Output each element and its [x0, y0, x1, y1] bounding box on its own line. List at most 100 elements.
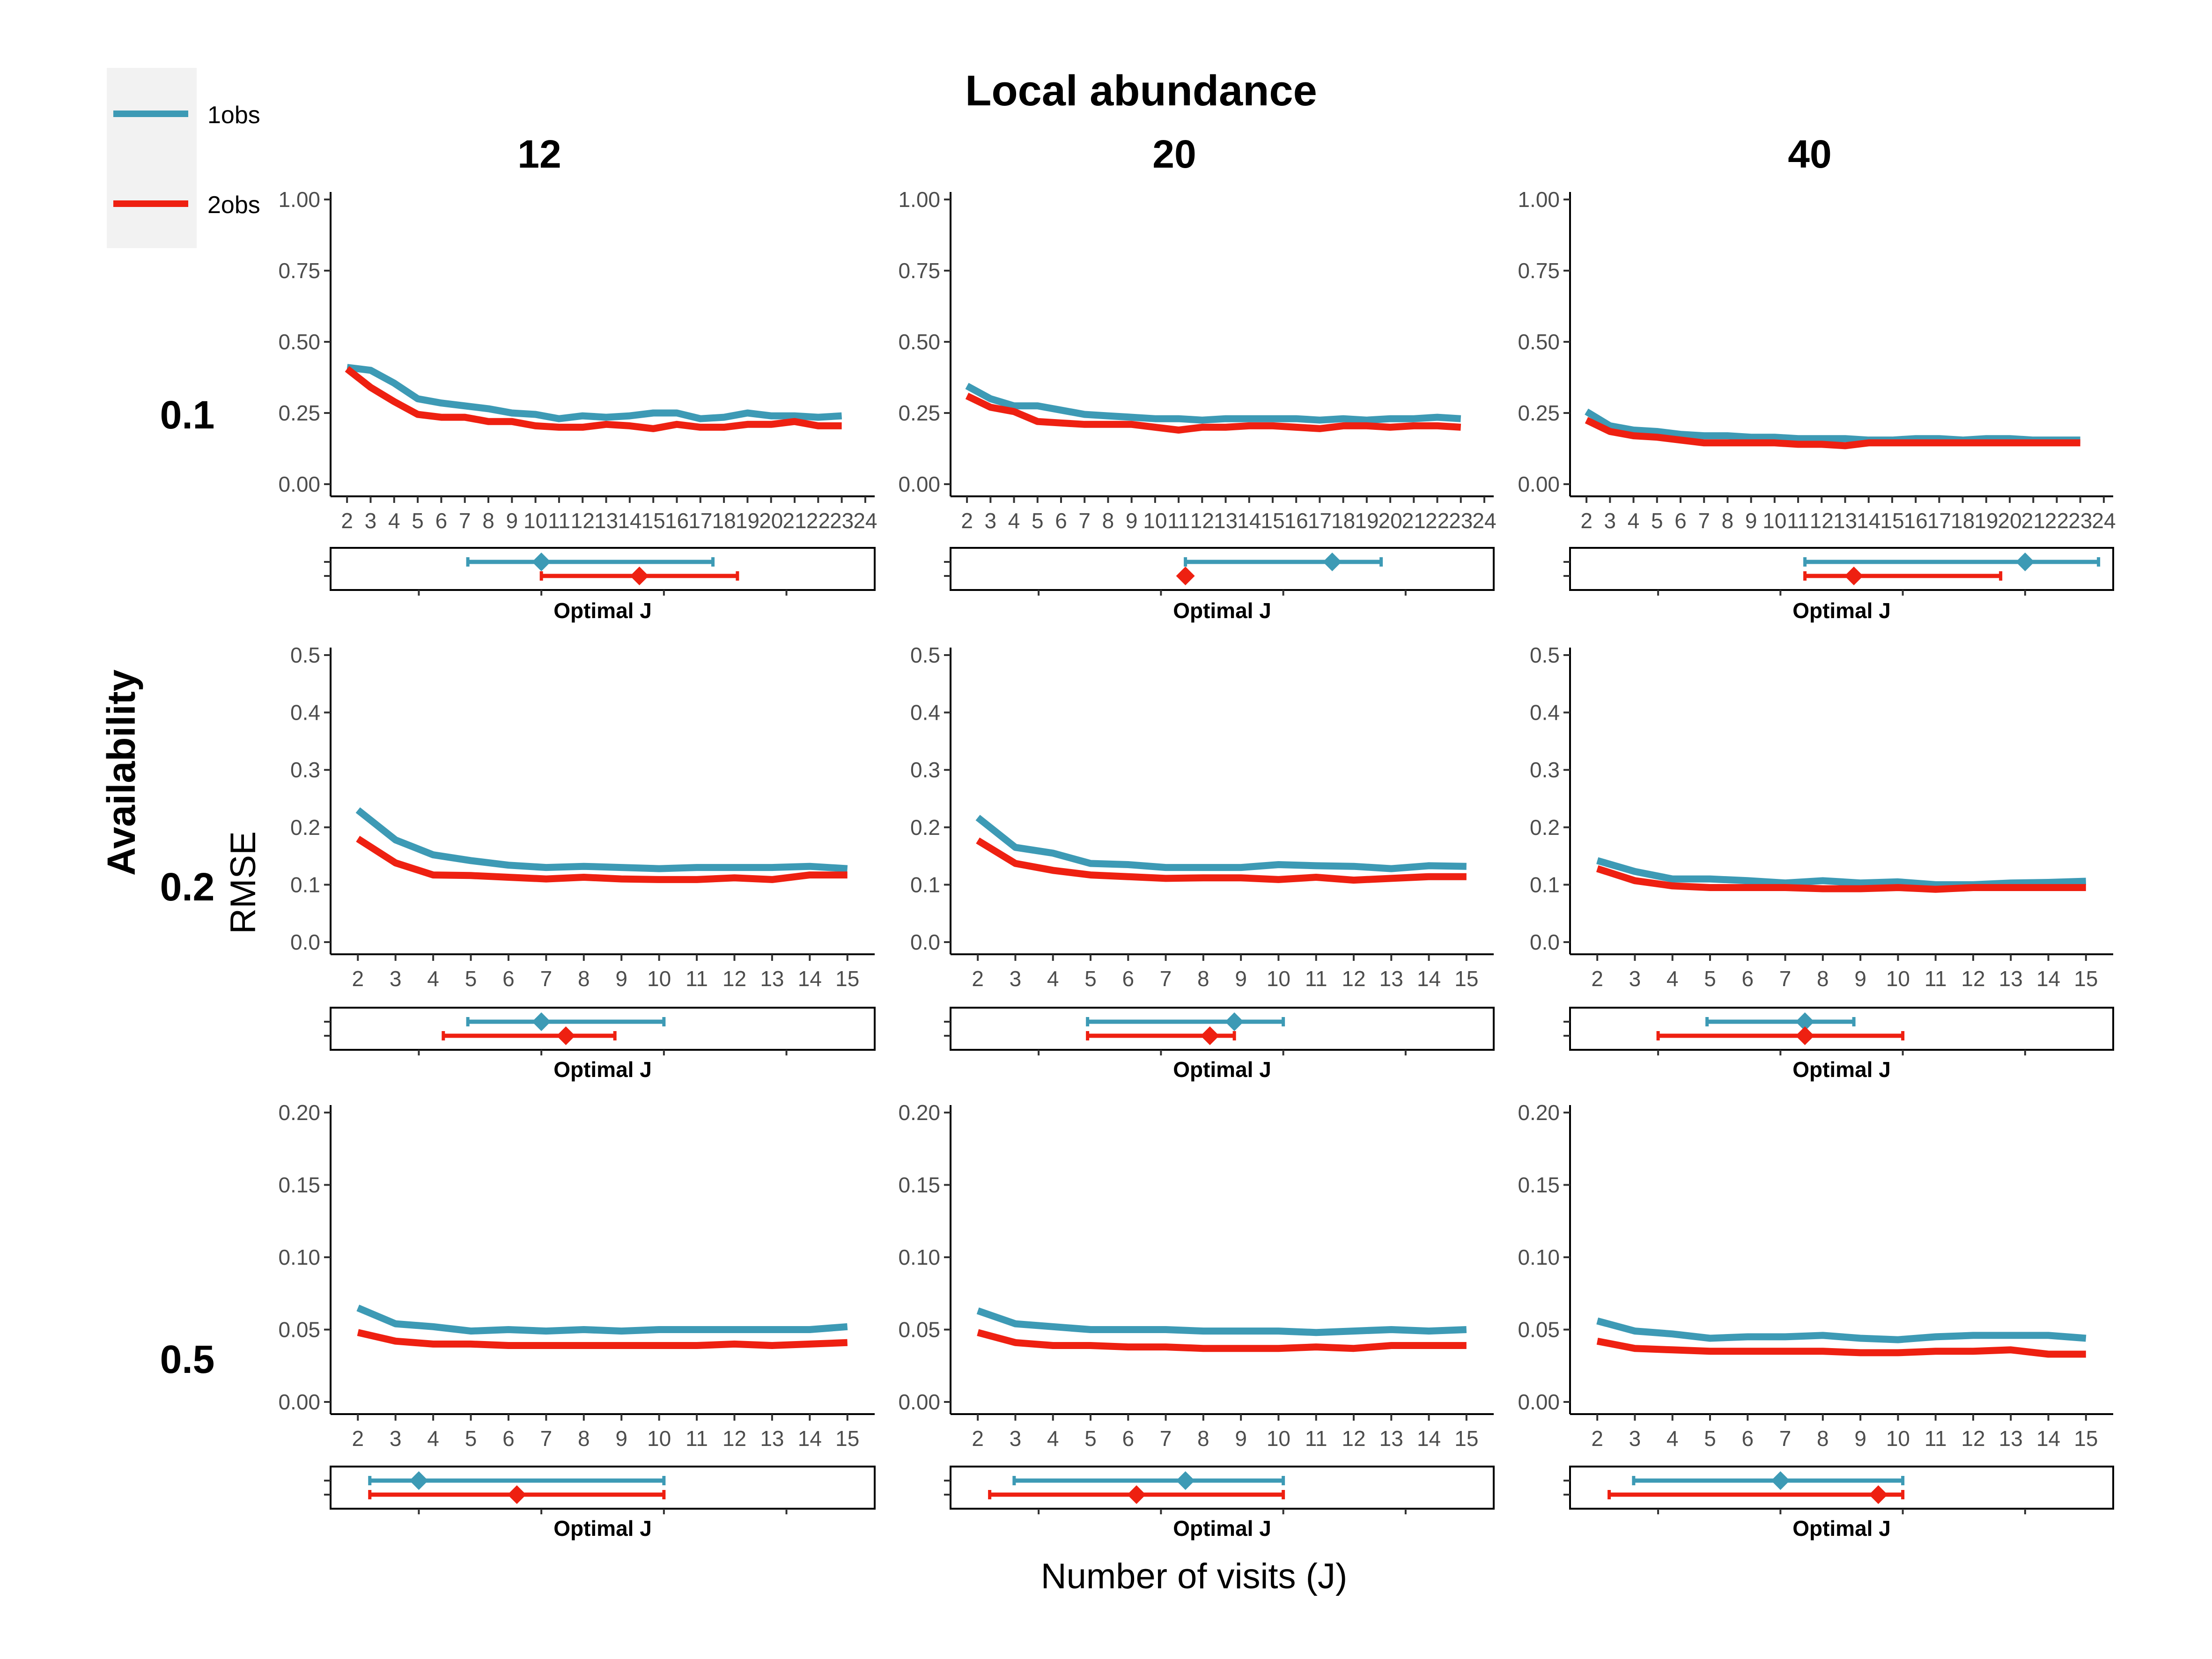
x-tick-label: 9: [615, 1426, 627, 1451]
optimal-j-label: Optimal J: [1792, 598, 1891, 623]
series-line-1obs: [975, 815, 1467, 872]
x-tick-label: 8: [578, 1426, 590, 1451]
y-tick-label: 0.75: [1518, 258, 1560, 283]
y-tick-label: 0.50: [898, 330, 940, 354]
optimal-point-1obs: [1176, 1471, 1195, 1490]
x-tick-label: 5: [1084, 1426, 1097, 1451]
legend: 1obs 2obs: [107, 68, 260, 248]
x-tick-label: 13: [1379, 966, 1403, 991]
x-tick-label: 15: [2074, 966, 2098, 991]
y-tick-label: 0.05: [1518, 1318, 1560, 1342]
x-tick-label: 3: [390, 966, 402, 991]
x-tick-label: 4: [1008, 509, 1020, 533]
optimal-j-box: [950, 1007, 1495, 1051]
x-tick-label: 2: [961, 509, 973, 533]
x-tick-label: 8: [1197, 966, 1209, 991]
chart-title: Local abundance: [965, 67, 1317, 115]
x-tick-label: 3: [1629, 1426, 1641, 1451]
x-tick-label: 21: [1402, 509, 1426, 533]
y-tick-label: 0.00: [278, 472, 320, 496]
optimal-j-label: Optimal J: [1792, 1516, 1891, 1541]
x-tick-label: 14: [1417, 966, 1441, 991]
y-tick-label: 0.10: [898, 1245, 940, 1269]
x-tick-label: 23: [1449, 509, 1473, 533]
legend-label-1obs: 1obs: [207, 102, 260, 129]
x-tick-label: 10: [647, 1426, 671, 1451]
series-line-2obs: [345, 366, 842, 432]
x-tick-label: 7: [1698, 509, 1710, 533]
x-tick-label: 2: [1591, 966, 1603, 991]
series-line-1obs: [356, 1305, 848, 1335]
y-tick-label: 0.4: [290, 700, 320, 725]
series-line-2obs: [1596, 865, 2086, 893]
x-tick-label: 9: [1745, 509, 1757, 533]
x-tick-label: 12: [1342, 1426, 1365, 1451]
optimal-j-label: Optimal J: [1173, 598, 1271, 623]
x-tick-label: 9: [1854, 1426, 1866, 1451]
x-tick-label: 11: [686, 1426, 708, 1451]
optimal-point-1obs: [532, 1012, 551, 1031]
x-tick-label: 2: [1580, 509, 1593, 533]
x-tick-label: 8: [1102, 509, 1114, 533]
optimal-point-2obs: [1176, 567, 1195, 585]
x-tick-label: 4: [427, 1426, 439, 1451]
x-tick-label: 9: [1235, 1426, 1247, 1451]
x-tick-label: 7: [1160, 966, 1172, 991]
series-line-2obs: [357, 1329, 848, 1349]
x-tick-label: 4: [1666, 1426, 1679, 1451]
x-tick-label: 2: [352, 966, 364, 991]
x-tick-label: 19: [1974, 509, 1998, 533]
x-tick-label: 22: [806, 509, 830, 533]
y-tick-label: 0.1: [1530, 872, 1560, 897]
y-axis-title: RMSE: [223, 831, 263, 934]
optimal-point-1obs: [1795, 1012, 1814, 1031]
x-tick-label: 12: [1810, 509, 1834, 533]
series-line-2obs: [1585, 417, 2080, 450]
optimal-point-2obs: [630, 567, 649, 585]
x-tick-label: 15: [835, 1426, 859, 1451]
legend-label-2obs: 2obs: [207, 192, 260, 219]
panel-r1-c1: 0.0 0.1 0.2 0.3 0.4 0.5 2 3 4 5 6 7 8 9 10 11 12 13 14 15 Op…: [910, 643, 1495, 1082]
optimal-j-box: [330, 547, 876, 591]
y-tick-label: 0.25: [1518, 401, 1560, 425]
x-tick-label: 12: [571, 509, 595, 533]
optimal-j-box: [330, 1007, 876, 1051]
optimal-point-2obs: [1200, 1026, 1219, 1045]
y-tick-label: 0.0: [290, 930, 320, 954]
x-tick-label: 4: [1666, 966, 1679, 991]
series-line-2obs: [356, 835, 848, 883]
series-line-1obs: [1596, 1317, 2087, 1343]
x-tick-label: 10: [1886, 1426, 1910, 1451]
x-tick-label: 2: [972, 1426, 984, 1451]
x-tick-label: 14: [618, 509, 641, 533]
column-label-40: 40: [1788, 132, 1831, 176]
x-tick-label: 14: [2036, 1426, 2060, 1451]
series-line-1obs: [965, 383, 1461, 424]
y-tick-label: 0.00: [898, 472, 940, 496]
x-tick-label: 5: [1084, 966, 1097, 991]
optimal-j-label: Optimal J: [553, 1057, 652, 1082]
y-tick-label: 0.2: [910, 815, 940, 840]
x-tick-label: 15: [641, 509, 665, 533]
optimal-j-box: [1569, 1007, 2114, 1051]
y-tick-label: 0.2: [290, 815, 320, 840]
series-line-1obs: [355, 807, 848, 872]
x-tick-label: 20: [1998, 509, 2021, 533]
y-tick-label: 0.1: [290, 872, 320, 897]
x-tick-label: 9: [506, 509, 518, 533]
y-tick-label: 0.10: [1518, 1245, 1560, 1269]
x-tick-label: 22: [1425, 509, 1449, 533]
x-tick-label: 16: [1284, 509, 1308, 533]
series-line-1obs: [976, 1307, 1467, 1336]
series-line-1obs: [1596, 857, 2087, 888]
x-tick-label: 5: [1032, 509, 1044, 533]
y-tick-label: 0.15: [278, 1173, 320, 1197]
panel-r2-c0: 0.00 0.05 0.10 0.15 0.20 2 3 4 5 6 7 8 9 10 11 12 13 14 15…: [278, 1100, 876, 1541]
x-tick-label: 13: [1833, 509, 1857, 533]
x-tick-label: 10: [1143, 509, 1167, 533]
x-tick-label: 12: [723, 966, 746, 991]
y-tick-label: 0.20: [898, 1100, 940, 1125]
optimal-j-label: Optimal J: [553, 598, 652, 623]
